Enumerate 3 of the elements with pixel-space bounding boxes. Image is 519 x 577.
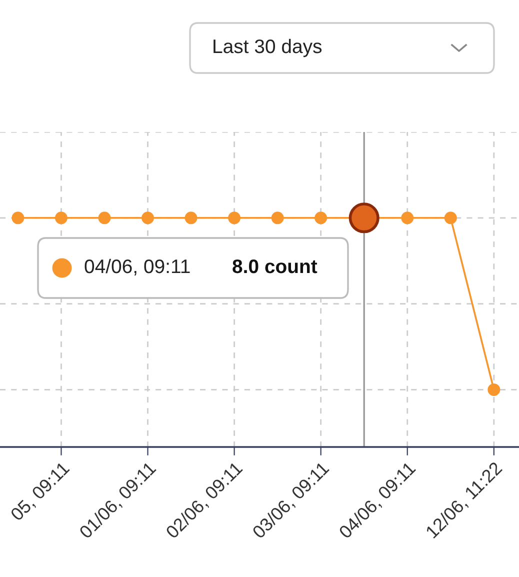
annotation: 04/06, 09:11 — [84, 258, 190, 276]
text: Last 30 days — [214, 38, 322, 58]
annotation: 8.0 count — [232, 259, 318, 274]
